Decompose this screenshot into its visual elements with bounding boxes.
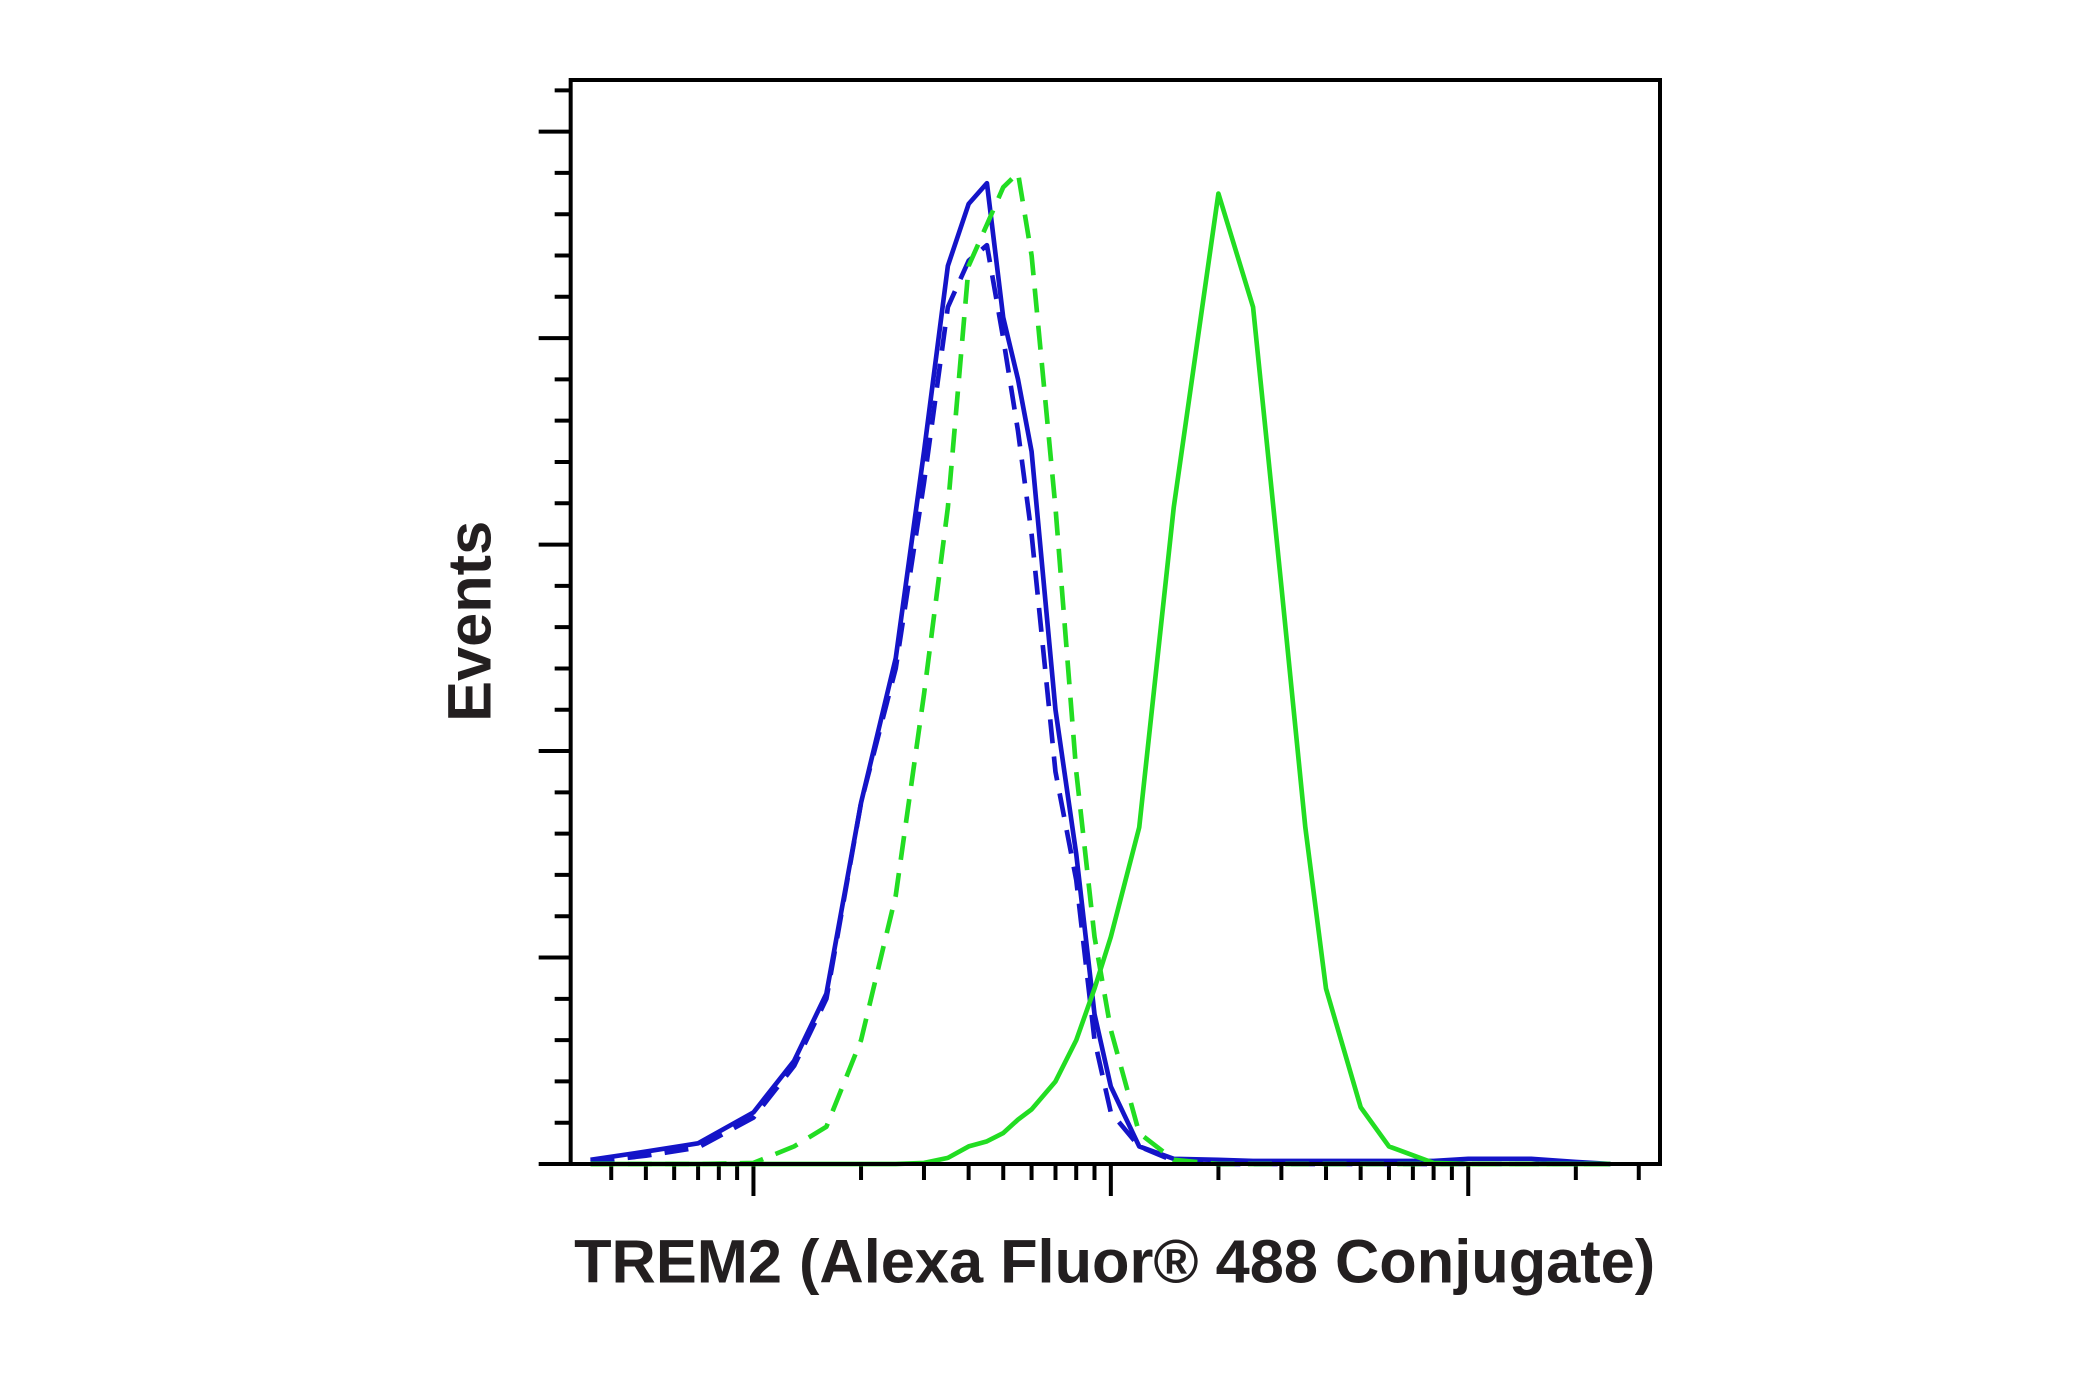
plot-frame bbox=[568, 78, 1662, 1166]
series-line bbox=[590, 191, 1611, 1167]
x-axis-label: TREM2 (Alexa Fluor® 488 Conjugate) bbox=[574, 1227, 1655, 1296]
series-line bbox=[590, 170, 1611, 1167]
y-axis-label: Events bbox=[435, 521, 504, 722]
series-line bbox=[590, 180, 1611, 1167]
series-line bbox=[590, 242, 1611, 1167]
